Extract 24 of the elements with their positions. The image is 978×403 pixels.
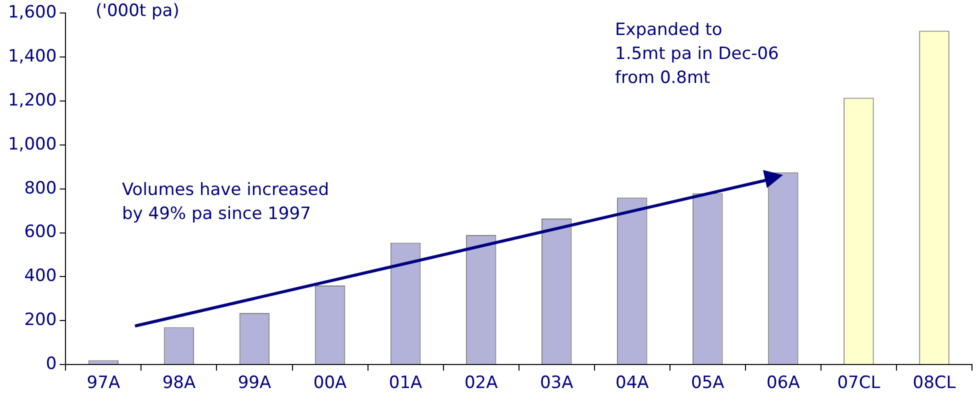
y-tick-label: 400	[24, 266, 57, 286]
x-tick-label: 00A	[313, 373, 348, 394]
y-tick-label: 0	[46, 354, 57, 374]
annotation: Expanded to 1.5mt pa in Dec-06 from 0.8mt	[615, 19, 779, 90]
x-tick-label: 04A	[615, 373, 650, 394]
x-tick-label: 02A	[464, 373, 498, 394]
x-tick-label: 05A	[691, 373, 725, 394]
x-tick-label: 99A	[238, 373, 272, 394]
y-tick-label: 1,400	[8, 46, 57, 67]
x-tick-label: 07CL	[837, 373, 881, 394]
x-tick-label: 01A	[388, 373, 423, 394]
y-tick-label: 1,200	[8, 90, 57, 110]
annotation: Volumes have increased by 49% pa since 1997	[122, 179, 330, 226]
y-tick-label: 800	[24, 178, 57, 198]
y-tick-label: 200	[24, 310, 57, 330]
x-tick-label: 98A	[162, 373, 196, 394]
y-tick-label: 1,600	[8, 2, 57, 23]
y-axis-title: ('000t pa)	[96, 1, 180, 22]
x-tick-label: 08CL	[912, 373, 956, 394]
x-tick-label: 03A	[540, 373, 574, 394]
y-tick-label: 600	[24, 222, 57, 242]
y-tick-label: 1,000	[8, 134, 57, 154]
x-tick-label: 06A	[766, 373, 800, 394]
x-tick-label: 97A	[86, 373, 120, 394]
